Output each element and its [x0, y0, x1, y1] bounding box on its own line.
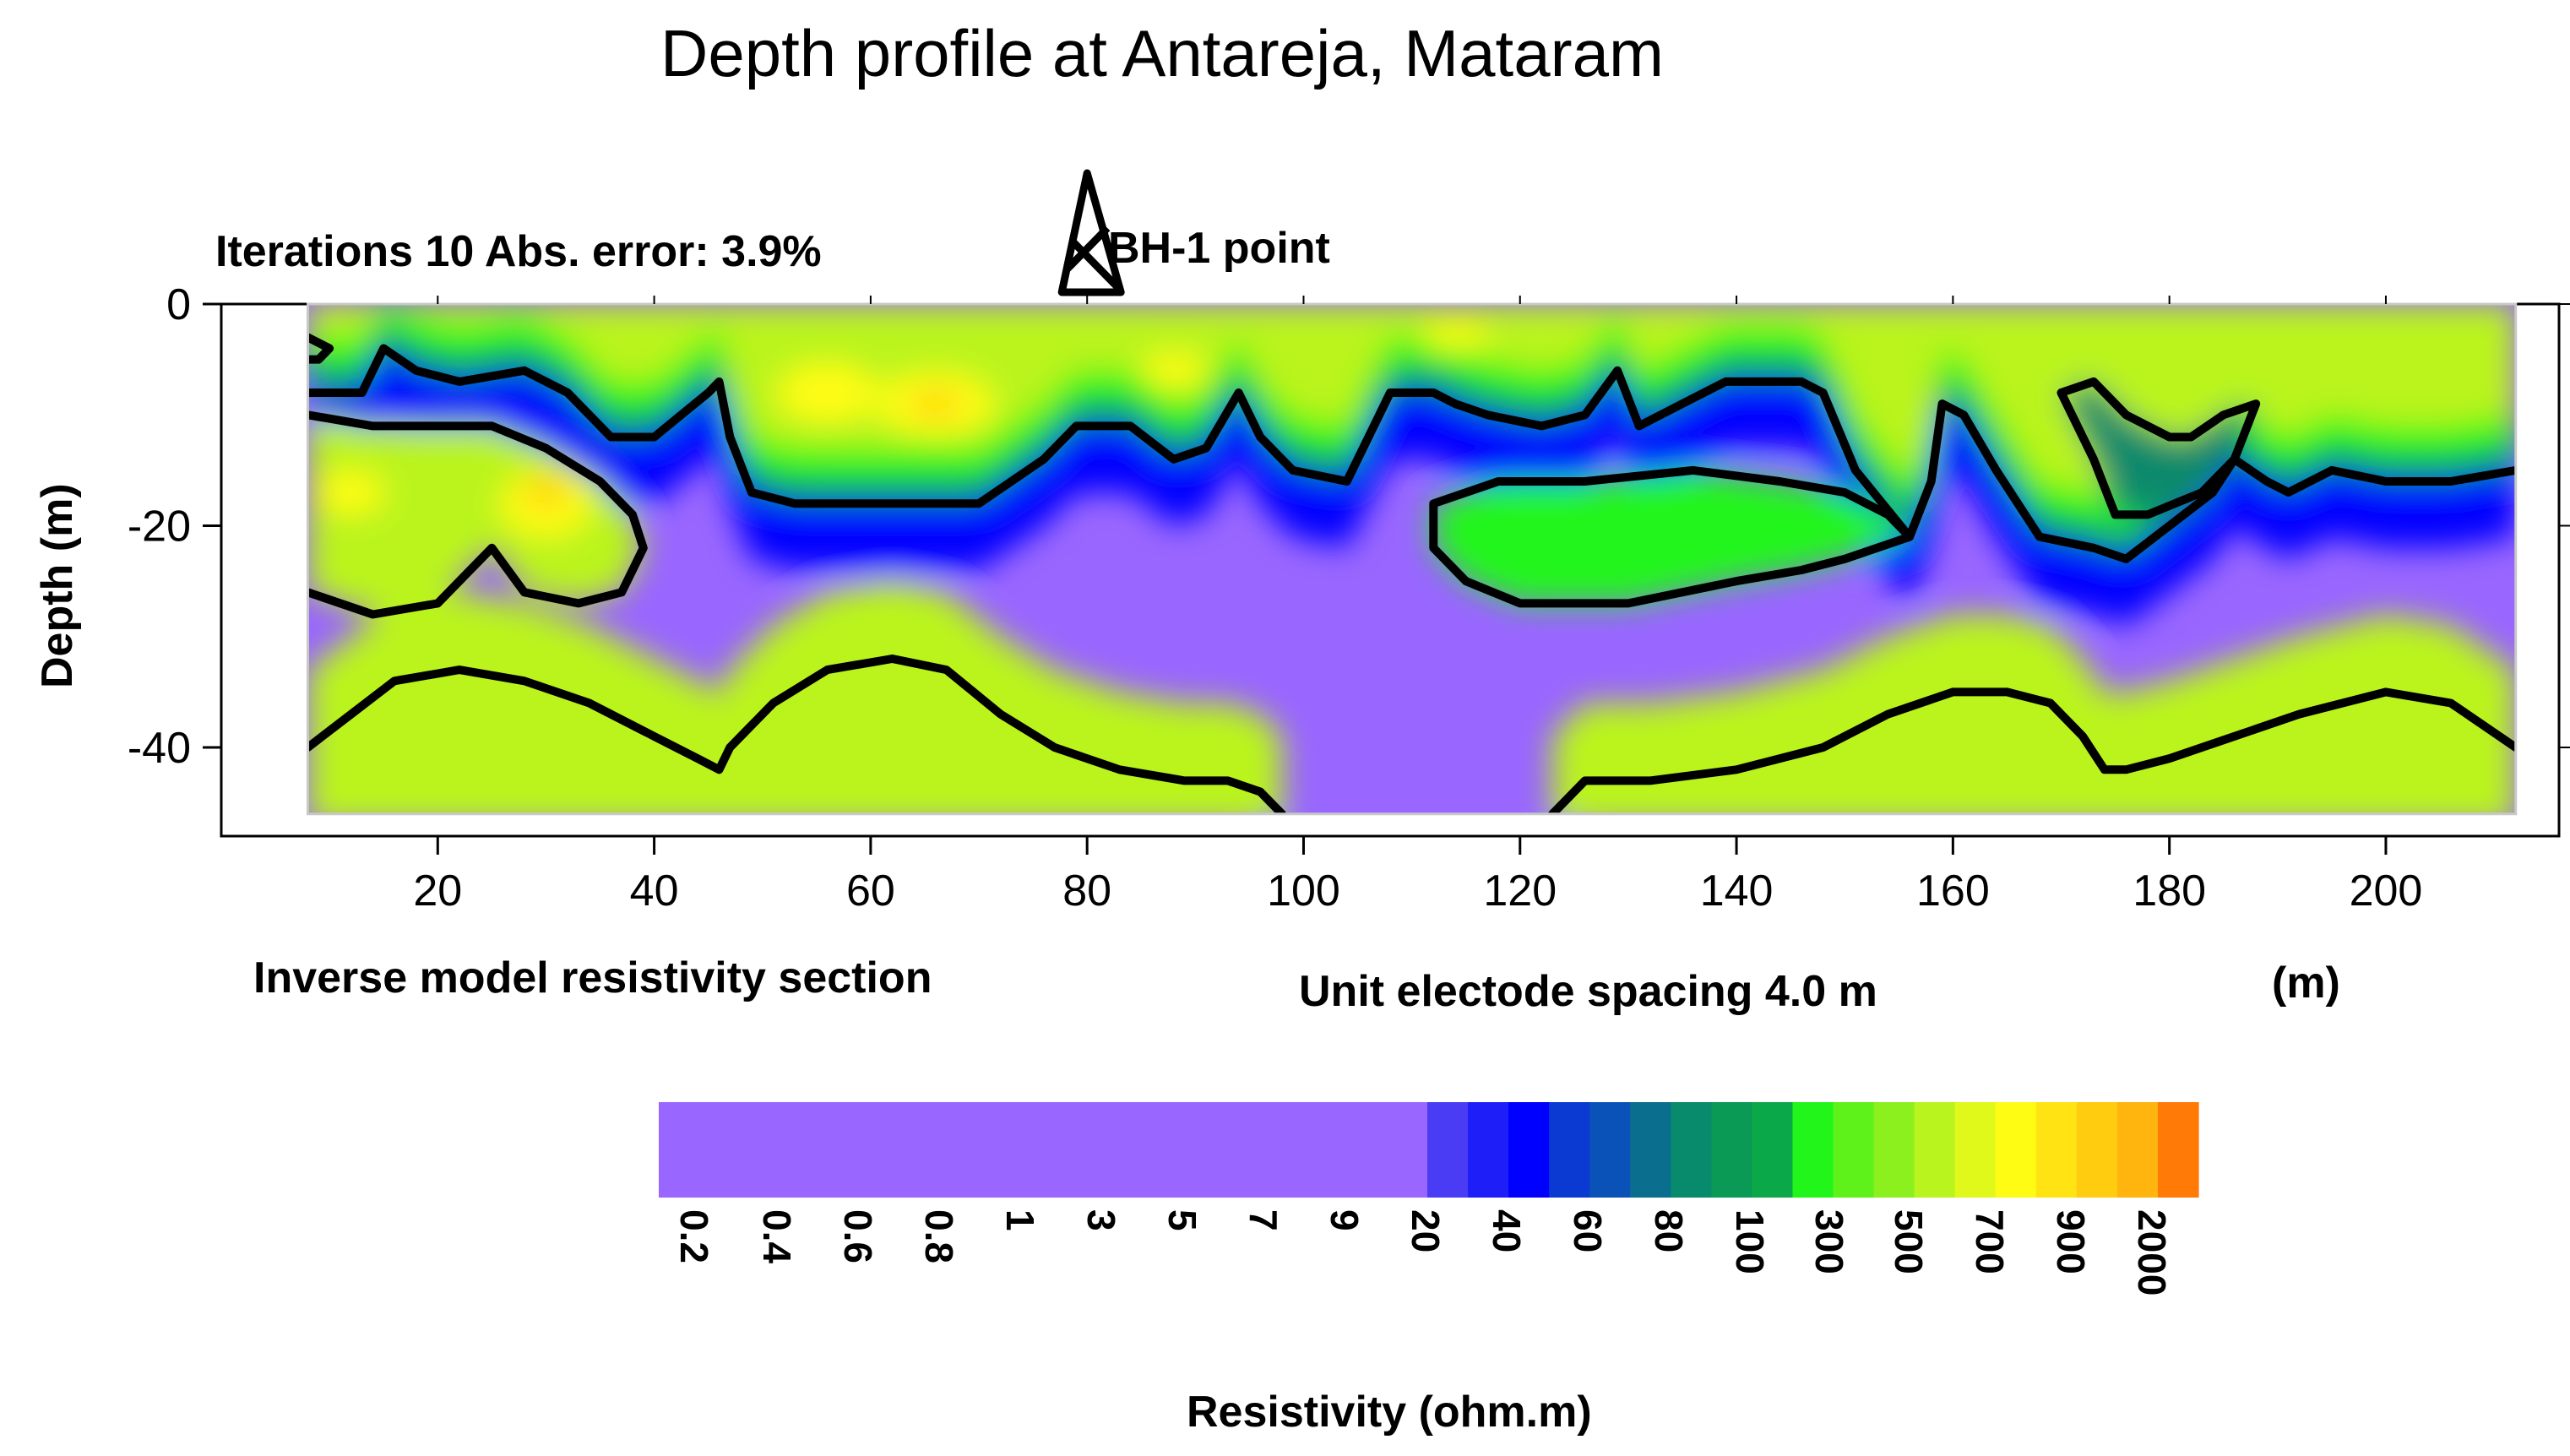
- borehole-icon: [1057, 169, 1125, 296]
- colorbar-tick-label: 900: [2049, 1209, 2093, 1274]
- colorbar-tick-label: 2000: [2130, 1209, 2174, 1296]
- colorbar-tick-label: 100: [1728, 1209, 1772, 1274]
- high-spot: [776, 363, 878, 422]
- colorbar-tick-label: 80: [1647, 1209, 1691, 1253]
- y-tick-label: -20: [128, 503, 191, 551]
- colorbar-segment: [1995, 1102, 2037, 1198]
- colorbar-title: Resistivity (ohm.m): [1187, 1388, 1592, 1437]
- colorbar-segment: [1914, 1102, 1956, 1198]
- x-tick-label: 160: [1916, 867, 1990, 915]
- colorbar-segment: [2035, 1102, 2078, 1198]
- contour-ring-mid: [1429, 465, 1915, 608]
- section-label: Inverse model resistivity section: [253, 953, 932, 1002]
- x-tick-label: 200: [2350, 867, 2423, 915]
- colorbar-segment: [1711, 1102, 1753, 1198]
- colorbar-segment: [1671, 1102, 1712, 1198]
- colorbar-segment: [1873, 1102, 1915, 1198]
- colorbar-tick-label: 5: [1160, 1209, 1204, 1231]
- colorbar-segment: [1589, 1102, 1631, 1198]
- colorbar-segment: [1427, 1102, 1469, 1198]
- x-tick-label: 80: [1062, 867, 1111, 915]
- colorbar-tick-label: 1: [998, 1209, 1042, 1231]
- colorbar-tick-label: 300: [1807, 1209, 1851, 1274]
- x-tick-label: 180: [2133, 867, 2206, 915]
- colorbar-segment: [1792, 1102, 1834, 1198]
- x-tick-label: 20: [413, 867, 462, 915]
- colorbar-tick-label: 0.2: [672, 1209, 716, 1263]
- chart-title: Depth profile at Antareja, Mataram: [660, 16, 1664, 90]
- peak-spot: [522, 477, 570, 508]
- colorbar-tick-label: 40: [1485, 1209, 1529, 1253]
- y-tick-label: 0: [166, 280, 191, 329]
- contour-left-upper: [307, 410, 648, 619]
- colorbar-segment: [1468, 1102, 1509, 1198]
- bottom-right-lime: [1552, 614, 2516, 814]
- colorbar-segment: [2076, 1102, 2118, 1198]
- colorbar-low-segment: [659, 1102, 1427, 1198]
- contour-left-tip: [307, 333, 334, 364]
- spacing-label: Unit electode spacing 4.0 m: [1299, 967, 1877, 1016]
- colorbar-segment: [1954, 1102, 1997, 1198]
- colorbar-tick-label: 3: [1079, 1209, 1123, 1231]
- colorbar-segment: [1752, 1102, 1794, 1198]
- colorbar-tick-label: 9: [1323, 1209, 1367, 1231]
- contour-ring-right: [2057, 377, 2261, 519]
- x-tick-label: 60: [846, 867, 895, 915]
- high-spot: [317, 470, 385, 515]
- lime-band: [307, 304, 2516, 504]
- contour-bottom-left: [307, 655, 1286, 814]
- borehole-label: BH-1 point: [1108, 224, 1330, 273]
- x-unit-label: (m): [2272, 959, 2340, 1008]
- colorbar-tick-label: 0.8: [917, 1209, 961, 1263]
- colorbar-segment: [2116, 1102, 2159, 1198]
- colorbar-segment: [1833, 1102, 1875, 1198]
- left-high-body: [307, 415, 644, 615]
- high-spot: [1139, 353, 1208, 388]
- x-tick-label: 100: [1267, 867, 1340, 915]
- colorbar-segment: [1549, 1102, 1590, 1198]
- x-tick-label: 140: [1700, 867, 1774, 915]
- x-tick-label: 40: [630, 867, 679, 915]
- contour-bottom-right: [1548, 687, 2516, 814]
- iterations-label: Iterations 10 Abs. error: 3.9%: [215, 227, 822, 276]
- colorbar-segment: [1630, 1102, 1671, 1198]
- bottom-left-lime: [307, 581, 1282, 814]
- contour-upper: [307, 344, 2516, 563]
- data-frame: [307, 302, 2518, 816]
- colorbar-tick-label: 700: [1968, 1209, 2012, 1274]
- peak-spot: [910, 390, 961, 418]
- colorbar-segment: [1508, 1102, 1550, 1198]
- colorbar-tick-label: 0.4: [755, 1209, 799, 1263]
- colorbar-tick-label: 20: [1404, 1209, 1448, 1253]
- colorbar-tick-label: 7: [1242, 1209, 1285, 1231]
- colorbar-tick-label: 0.6: [836, 1209, 880, 1263]
- y-tick-label: -40: [128, 724, 191, 773]
- colorbar-tick-label: 60: [1566, 1209, 1610, 1253]
- colorbar-tick-label: 500: [1887, 1209, 1931, 1274]
- high-spot: [1421, 323, 1489, 351]
- x-tick-label: 120: [1483, 867, 1557, 915]
- colorbar-segment: [2157, 1102, 2199, 1198]
